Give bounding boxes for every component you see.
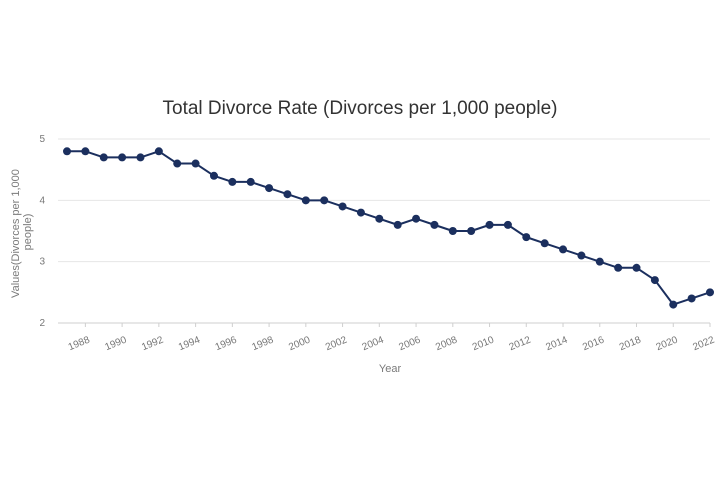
data-point-2017[interactable] <box>614 263 623 272</box>
y-axis-label-line-2: people) <box>22 214 34 251</box>
x-tick-label-2006: 2006 <box>397 334 422 353</box>
x-tick-label-2004: 2004 <box>361 334 386 353</box>
x-tick-label-2010: 2010 <box>471 334 496 353</box>
data-point-1994[interactable] <box>191 159 200 168</box>
data-point-2015[interactable] <box>577 251 586 260</box>
x-tick-label-2016: 2016 <box>581 334 606 353</box>
y-tick-label-4: 4 <box>39 195 45 206</box>
data-point-2007[interactable] <box>430 220 439 229</box>
data-point-1996[interactable] <box>228 177 237 186</box>
data-point-2003[interactable] <box>356 208 365 217</box>
x-tick-label-1988: 1988 <box>67 334 92 353</box>
x-tick-label-2008: 2008 <box>434 334 459 353</box>
data-point-2009[interactable] <box>467 227 476 235</box>
x-tick-label-2022: 2022 <box>691 334 716 353</box>
y-tick-label-3: 3 <box>39 257 45 268</box>
data-point-1991[interactable] <box>136 153 145 162</box>
series-divorce-rate <box>63 147 714 309</box>
data-point-2004[interactable] <box>375 214 384 223</box>
y-axis-ticks: 2 3 4 5 <box>39 134 45 329</box>
data-point-2012[interactable] <box>522 233 531 242</box>
x-tick-label-2000: 2000 <box>287 334 312 353</box>
x-tick-label-1990: 1990 <box>103 334 128 353</box>
data-point-2008[interactable] <box>448 227 457 235</box>
data-point-2022[interactable] <box>706 288 714 297</box>
data-point-2016[interactable] <box>595 257 604 266</box>
data-point-2005[interactable] <box>393 220 402 229</box>
data-point-1999[interactable] <box>283 190 292 199</box>
data-point-2019[interactable] <box>650 276 659 285</box>
x-tick-label-2020: 2020 <box>655 334 680 353</box>
x-tick-label-1992: 1992 <box>140 334 165 353</box>
y-axis-label: Values(Divorces per 1,000 people) <box>10 166 34 298</box>
y-tick-label-5: 5 <box>39 134 45 145</box>
data-point-1997[interactable] <box>246 177 255 186</box>
data-point-2000[interactable] <box>301 196 310 205</box>
x-tick-label-2012: 2012 <box>508 334 533 353</box>
x-axis-label: Year <box>379 363 402 375</box>
chart-title: Total Divorce Rate (Divorces per 1,000 p… <box>163 98 558 119</box>
data-point-2001[interactable] <box>320 196 329 205</box>
data-point-2020[interactable] <box>669 300 678 309</box>
x-axis-ticks: 1988 1990 1992 1994 1996 1998 2000 2002 2004 2006… <box>67 323 717 353</box>
data-point-2018[interactable] <box>632 263 641 272</box>
x-tick-label-2014: 2014 <box>544 334 569 353</box>
data-point-2002[interactable] <box>338 202 347 211</box>
data-point-1995[interactable] <box>209 171 218 180</box>
data-point-1988[interactable] <box>81 147 90 156</box>
x-tick-label-1996: 1996 <box>214 334 239 353</box>
grid-lines <box>58 138 710 324</box>
data-point-2006[interactable] <box>412 214 421 223</box>
series-line <box>67 150 711 306</box>
data-point-1998[interactable] <box>265 184 274 193</box>
data-point-2021[interactable] <box>687 294 696 303</box>
y-axis-label-line-1: Values(Divorces per 1,000 <box>10 169 22 298</box>
data-point-1993[interactable] <box>173 159 182 168</box>
data-point-1990[interactable] <box>118 153 127 162</box>
x-tick-label-2018: 2018 <box>618 334 643 353</box>
x-tick-label-2002: 2002 <box>324 334 349 353</box>
data-point-2014[interactable] <box>559 245 568 254</box>
data-point-1992[interactable] <box>154 147 163 156</box>
y-tick-label-2: 2 <box>39 318 45 329</box>
data-point-2013[interactable] <box>540 239 549 248</box>
data-point-1989[interactable] <box>99 153 108 162</box>
data-point-1987[interactable] <box>63 147 71 156</box>
data-point-2010[interactable] <box>485 220 494 229</box>
x-tick-label-1994: 1994 <box>177 334 202 353</box>
x-tick-label-1998: 1998 <box>250 334 275 353</box>
data-point-2011[interactable] <box>503 220 512 229</box>
